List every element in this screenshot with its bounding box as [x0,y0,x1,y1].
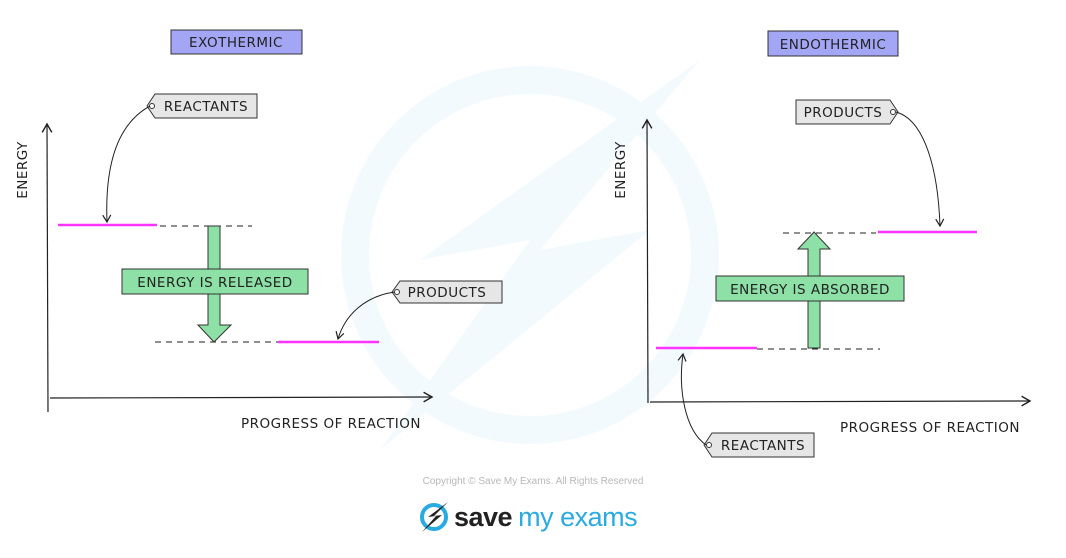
reactants-tag [703,432,815,458]
energy-absorbed-label: ENERGY IS ABSORBED [730,282,890,298]
products-tag-label: PRODUCTS [804,105,883,121]
copyright-text: Copyright © Save My Exams. All Rights Re… [422,476,644,487]
endothermic-diagram: ENDOTHERMIC ENERGY PROGRESS OF REACTION … [613,30,1032,458]
reactants-tag-label: REACTANTS [164,99,248,115]
exothermic-title: EXOTHERMIC [189,35,283,51]
energy-released-box [121,268,309,295]
reactants-tag-label: REACTANTS [721,438,805,454]
save-my-exams-logo: save my exams [418,500,638,534]
endothermic-title-box [767,30,899,57]
watermark-logo [341,60,719,450]
logo-save: save [454,501,513,532]
x-axis-label: PROGRESS OF REACTION [840,420,1020,436]
products-pointer-arrow [335,291,396,341]
energy-absorbed-box [715,275,905,302]
endothermic-title: ENDOTHERMIC [780,37,887,53]
products-tag [795,99,899,125]
reactants-tag [146,93,258,119]
x-axis-label: PROGRESS OF REACTION [241,416,421,432]
y-axis-label: ENERGY [15,141,31,199]
products-tag [391,280,503,304]
products-pointer-arrow [895,111,945,228]
reactants-pointer-arrow [677,352,707,446]
y-axis-label: ENERGY [613,141,629,199]
y-axis [641,118,653,404]
logo-myexams: my exams [518,501,638,532]
reactants-pointer-arrow [102,105,151,224]
x-axis [649,395,1032,407]
y-axis [41,122,53,413]
products-tag-label: PRODUCTS [408,285,487,301]
exothermic-title-box [170,29,303,55]
x-axis [49,391,434,403]
energy-released-label: ENERGY IS RELEASED [137,275,292,291]
exothermic-diagram: EXOTHERMIC ENERGY PROGRESS OF REACTION E… [15,29,503,432]
lightning-bolt-icon [420,502,448,532]
